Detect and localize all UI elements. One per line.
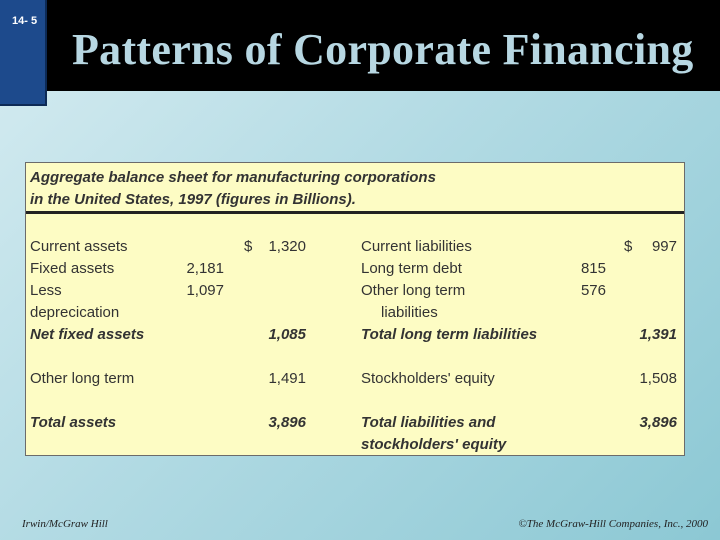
stockholders-equity-label: Stockholders' equity	[361, 370, 495, 387]
total-liabilities-label-line-1: Total liabilities and	[361, 414, 496, 431]
heading-line-1: Aggregate balance sheet for manufacturin…	[30, 169, 436, 186]
current-assets-dollar: $	[244, 238, 253, 255]
current-liabilities-dollar: $	[624, 238, 633, 255]
current-liabilities-label: Current liabilities	[361, 238, 472, 255]
less-label: Less	[30, 282, 62, 299]
total-long-term-liabilities-label: Total long term liabilities	[361, 326, 538, 343]
long-term-debt-value: 815	[580, 260, 606, 277]
current-liabilities-value: 997	[651, 238, 677, 255]
title-bar	[0, 0, 720, 91]
less-value: 1,097	[186, 282, 224, 299]
current-assets-value: 1,320	[268, 238, 306, 255]
total-liabilities-value: 3,896	[639, 414, 677, 431]
total-assets-value: 3,896	[268, 414, 306, 431]
net-fixed-assets-label: Net fixed assets	[30, 326, 145, 343]
fixed-assets-label: Fixed assets	[30, 260, 115, 277]
other-long-term-liabilities-value: 576	[580, 282, 606, 299]
other-long-term-assets-value: 1,491	[268, 370, 306, 387]
heading-divider	[26, 211, 684, 214]
balance-sheet-panel: Aggregate balance sheet for manufacturin…	[25, 162, 685, 456]
total-assets-label: Total assets	[30, 414, 117, 431]
current-assets-label: Current assets	[30, 238, 128, 255]
slide-number-tab: 14- 5	[0, 0, 47, 106]
other-long-term-assets-label: Other long term	[30, 370, 135, 387]
depreciation-label: deprecication	[30, 304, 120, 321]
total-long-term-liabilities-value: 1,391	[639, 326, 677, 343]
liabilities-continuation-label: liabilities	[381, 304, 438, 321]
footer-publisher: Irwin/McGraw Hill	[22, 518, 108, 530]
fixed-assets-value: 2,181	[186, 260, 224, 277]
other-long-term-liabilities-label: Other long term	[361, 282, 466, 299]
footer-copyright: ©The McGraw-Hill Companies, Inc., 2000	[518, 518, 708, 530]
long-term-debt-label: Long term debt	[361, 260, 462, 277]
slide-title: Patterns of Corporate Financing	[72, 25, 694, 74]
heading-line-2: in the United States, 1997 (figures in B…	[30, 191, 356, 208]
stockholders-equity-value: 1,508	[639, 370, 677, 387]
balance-sheet-heading: Aggregate balance sheet for manufacturin…	[30, 167, 680, 211]
total-liabilities-label-line-2: stockholders' equity	[361, 436, 507, 453]
net-fixed-assets-value: 1,085	[268, 326, 306, 343]
slide-number: 14- 5	[12, 15, 38, 27]
